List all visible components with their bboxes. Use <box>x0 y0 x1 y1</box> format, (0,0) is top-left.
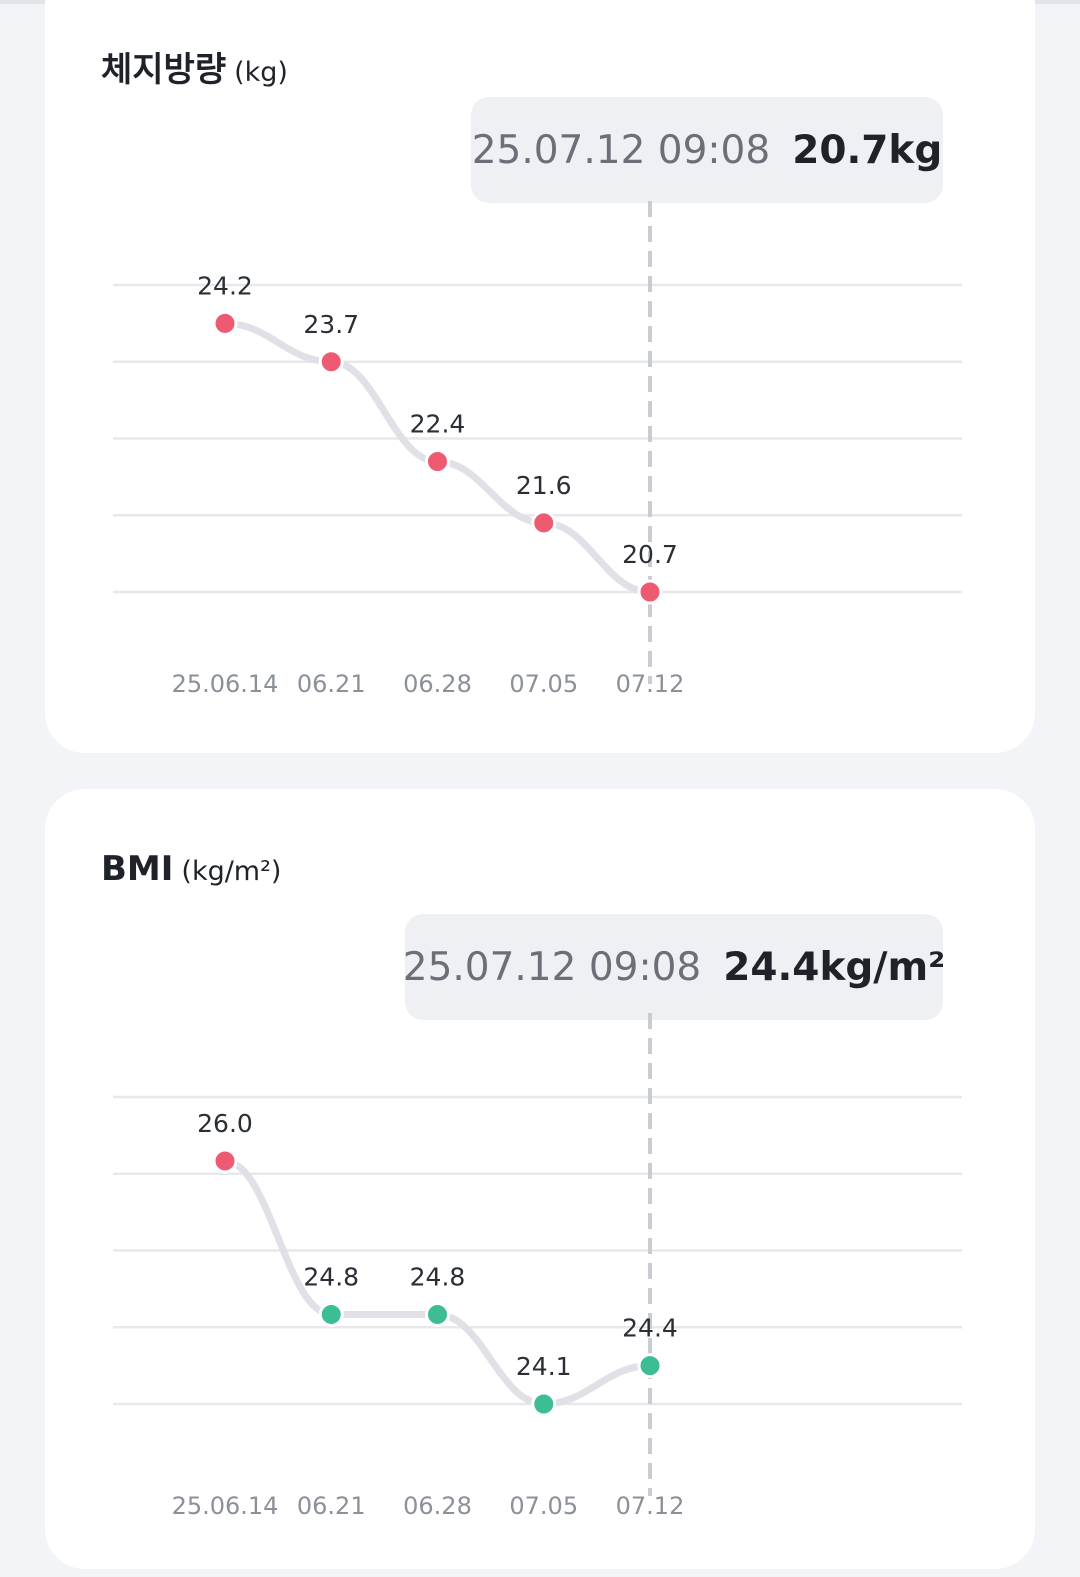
x-tick-label: 06.21 <box>297 1492 366 1520</box>
body-fat-line-chart[interactable]: 24.2 25.06.14 23.7 06.21 22.4 06.28 21.6 07.05 2… <box>45 0 1035 753</box>
data-label: 24.2 <box>197 271 253 300</box>
tooltip-datetime: 25.07.12 09:08 <box>471 127 771 173</box>
bmi-card: BMI (kg/m²) 25.07.12 09:08 24.4kg/m² 26.0 2… <box>45 789 1035 1569</box>
data-point[interactable] <box>637 1353 663 1379</box>
data-point[interactable] <box>531 510 557 536</box>
x-tick-label: 07.12 <box>616 670 685 698</box>
data-label: 24.8 <box>303 1262 359 1291</box>
x-tick-label: 07.05 <box>509 670 578 698</box>
data-point[interactable] <box>318 349 344 375</box>
data-label: 26.0 <box>197 1109 253 1138</box>
tooltip-value: 24.4kg/m² <box>723 944 946 990</box>
tooltip-datetime: 25.07.12 09:08 <box>402 944 702 990</box>
data-label: 21.6 <box>516 471 572 500</box>
x-tick-label: 06.21 <box>297 670 366 698</box>
body-fat-card: 체지방량 (kg) 25.07.12 09:08 20.7kg 24.2 25.06.… <box>45 0 1035 753</box>
x-tick-label: 25.06.14 <box>172 1492 279 1520</box>
data-label: 24.8 <box>410 1262 466 1291</box>
data-label: 23.7 <box>303 310 359 339</box>
selected-point-tooltip: 25.07.12 09:08 24.4kg/m² <box>402 914 946 1020</box>
bmi-line-chart[interactable]: 26.0 25.06.14 24.8 06.21 24.8 06.28 24.1 07.05 2… <box>45 789 1035 1569</box>
data-point[interactable] <box>212 1148 238 1174</box>
chart-title-text: 체지방량 <box>101 50 227 90</box>
x-tick-label: 07.05 <box>509 1492 578 1520</box>
tooltip-value: 20.7kg <box>792 127 943 173</box>
data-point[interactable] <box>318 1301 344 1327</box>
data-label: 24.1 <box>516 1352 572 1381</box>
data-label: 20.7 <box>622 540 678 569</box>
x-tick-label: 07.12 <box>616 1492 685 1520</box>
data-point[interactable] <box>425 449 450 475</box>
x-tick-label: 25.06.14 <box>172 670 279 698</box>
data-point[interactable] <box>637 579 663 605</box>
chart-unit: (kg/m²) <box>181 856 282 887</box>
chart-title: BMI (kg/m²) <box>101 849 281 889</box>
x-tick-label: 06.28 <box>403 670 472 698</box>
chart-title: 체지방량 (kg) <box>101 42 288 91</box>
data-point[interactable] <box>531 1391 557 1417</box>
chart-unit: (kg) <box>234 57 288 88</box>
x-tick-label: 06.28 <box>403 1492 472 1520</box>
data-label: 22.4 <box>410 410 466 439</box>
data-point[interactable] <box>425 1301 450 1327</box>
data-point[interactable] <box>212 310 238 336</box>
data-label: 24.4 <box>622 1314 678 1343</box>
chart-title-text: BMI <box>101 849 174 889</box>
selected-point-tooltip: 25.07.12 09:08 20.7kg <box>471 97 943 203</box>
